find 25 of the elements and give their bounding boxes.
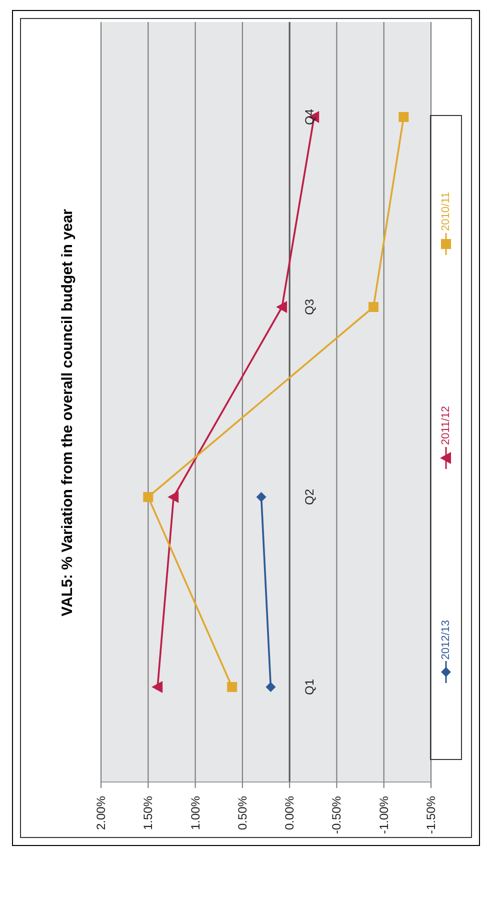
x-tick-label: 1.00% xyxy=(188,796,202,830)
x-tick-label: -0.50% xyxy=(330,796,344,834)
point xyxy=(256,492,266,502)
point xyxy=(266,682,276,692)
text: 2010/11 xyxy=(440,192,452,230)
text: VAL5: % Variation from the overall council budget in year xyxy=(58,209,76,617)
point xyxy=(276,301,288,313)
x-tick-label: 0.50% xyxy=(235,796,250,830)
point xyxy=(168,491,179,503)
point xyxy=(398,112,409,122)
text: 2011/12 xyxy=(440,406,452,445)
point xyxy=(143,492,154,502)
x-tick-label: 0.00% xyxy=(282,796,297,830)
y-tick-label: Q1 xyxy=(302,678,317,696)
point xyxy=(368,302,378,312)
text: 2012/13 xyxy=(440,620,452,660)
y-tick-label: Q3 xyxy=(302,298,317,316)
point xyxy=(152,681,163,693)
y-tick-label: Q4 xyxy=(302,108,317,126)
x-tick-label: -1.00% xyxy=(376,796,391,834)
x-tick-label: -1.50% xyxy=(424,796,438,834)
point xyxy=(227,682,238,692)
x-tick-label: 1.50% xyxy=(141,796,156,830)
x-tick-label: 2.00% xyxy=(94,796,108,830)
y-tick-label: Q2 xyxy=(302,488,317,506)
